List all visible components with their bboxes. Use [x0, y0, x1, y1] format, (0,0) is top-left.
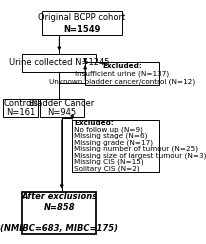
Text: N=1549: N=1549 [63, 25, 100, 34]
Text: After exclusions: After exclusions [21, 192, 97, 201]
Text: Missing size of largest tumour (N=3): Missing size of largest tumour (N=3) [74, 152, 206, 159]
Text: Missing CIS (N=15): Missing CIS (N=15) [74, 159, 143, 165]
FancyBboxPatch shape [22, 54, 96, 72]
FancyBboxPatch shape [40, 99, 83, 117]
Text: N=945: N=945 [47, 108, 76, 117]
Text: Insufficient urine (N=137): Insufficient urine (N=137) [75, 71, 169, 77]
Text: Bladder Cancer: Bladder Cancer [29, 99, 94, 108]
Text: No follow up (N=9): No follow up (N=9) [74, 126, 142, 133]
Text: Original BCPP cohort: Original BCPP cohort [38, 13, 125, 21]
Text: Missing stage (N=6): Missing stage (N=6) [74, 133, 147, 139]
FancyBboxPatch shape [72, 120, 159, 172]
Text: Urine collected N=1245: Urine collected N=1245 [9, 58, 109, 67]
FancyBboxPatch shape [41, 11, 122, 35]
Text: N=858: N=858 [43, 203, 75, 212]
FancyBboxPatch shape [3, 99, 38, 117]
FancyBboxPatch shape [85, 62, 159, 85]
Text: Solitary CIS (N=2): Solitary CIS (N=2) [74, 165, 139, 172]
Text: N=161: N=161 [6, 108, 35, 117]
Text: Unknown bladder cancer/control (N=12): Unknown bladder cancer/control (N=12) [49, 78, 194, 85]
Text: Excluded:: Excluded: [74, 120, 113, 126]
Text: Excluded:: Excluded: [102, 63, 141, 69]
Text: Controls: Controls [3, 99, 38, 108]
Text: Missing grade (N=17): Missing grade (N=17) [74, 139, 152, 146]
Text: Missing number of tumour (N=25): Missing number of tumour (N=25) [74, 146, 197, 152]
FancyBboxPatch shape [22, 192, 96, 234]
Text: (NMIBC=683, MIBC=175): (NMIBC=683, MIBC=175) [0, 224, 118, 234]
